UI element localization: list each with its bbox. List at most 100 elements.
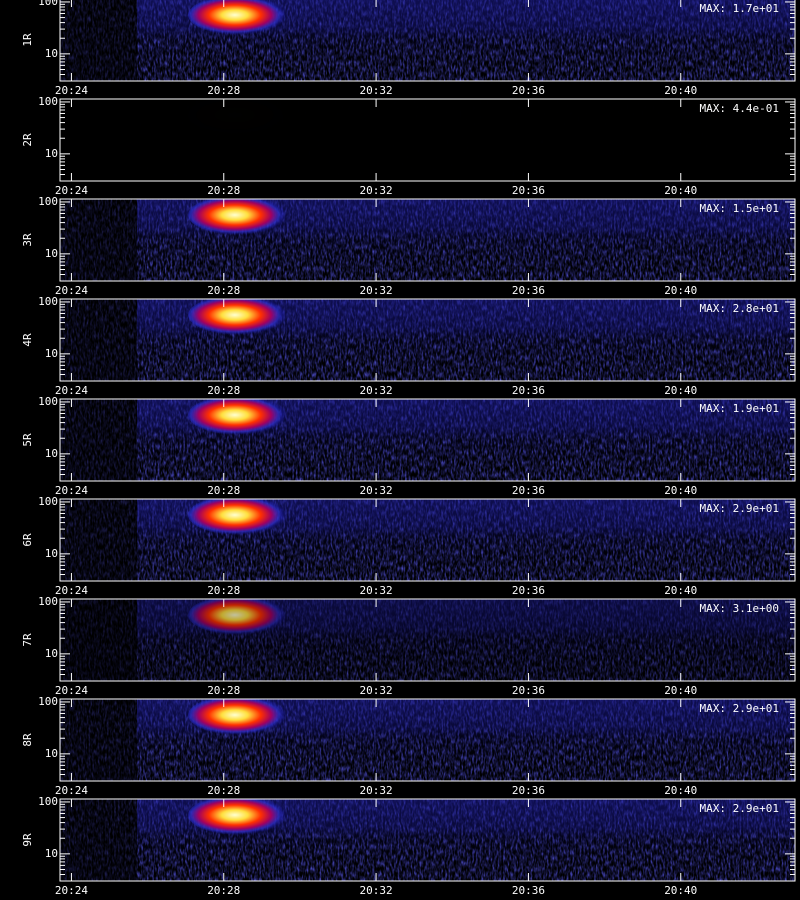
x-tick-label: 20:40 — [664, 684, 697, 697]
plot-frame — [59, 698, 796, 782]
max-annotation: MAX: 2.9e+01 — [700, 702, 779, 715]
max-annotation: MAX: 2.8e+01 — [700, 302, 779, 315]
y-tick-label: 10 — [45, 847, 58, 860]
spectrogram-image — [60, 199, 795, 281]
spectrogram-image — [60, 399, 795, 481]
y-axis-label: 9R — [21, 833, 34, 847]
x-tick-label: 20:36 — [512, 584, 545, 597]
plot-frame — [59, 498, 796, 582]
spectrogram-image — [60, 499, 795, 581]
y-tick-label: 100 — [38, 495, 58, 508]
panel: 10 100 20:24 20:28 20:32 20:36 20:40 1R MAX: 1.7… — [21, 0, 796, 97]
x-tick-label: 20:28 — [207, 84, 240, 97]
y-tick-label: 10 — [45, 647, 58, 660]
plot-frame — [59, 0, 796, 82]
max-annotation: MAX: 2.9e+01 — [700, 802, 779, 815]
plot-frame — [59, 198, 796, 282]
x-tick-label: 20:24 — [55, 384, 88, 397]
x-tick-label: 20:28 — [207, 684, 240, 697]
y-axis-label: 1R — [21, 33, 34, 47]
burst — [188, 0, 292, 35]
x-tick-label: 20:32 — [360, 284, 393, 297]
y-tick-label: 100 — [38, 0, 58, 8]
y-tick-label: 10 — [45, 47, 58, 60]
spectrogram-image — [60, 95, 795, 181]
x-tick-label: 20:28 — [207, 184, 240, 197]
y-tick-label: 100 — [38, 695, 58, 708]
y-axis-label: 6R — [21, 533, 34, 547]
x-tick-label: 20:28 — [207, 584, 240, 597]
burst — [188, 499, 292, 535]
noise-left — [60, 599, 137, 681]
x-tick-label: 20:24 — [55, 584, 88, 597]
panel: 10 100 20:24 20:28 20:32 20:36 20:40 8R MAX: 2.9… — [21, 695, 796, 797]
noise-left — [60, 199, 137, 281]
y-axis-label: 7R — [21, 633, 34, 647]
panel: 10 100 20:24 20:28 20:32 20:36 20:40 3R MAX: 1.5… — [21, 195, 796, 297]
x-tick-label: 20:36 — [512, 784, 545, 797]
y-tick-label: 100 — [38, 395, 58, 408]
noise-left — [60, 799, 137, 881]
x-tick-label: 20:32 — [360, 184, 393, 197]
x-tick-label: 20:24 — [55, 784, 88, 797]
x-tick-label: 20:40 — [664, 884, 697, 897]
y-tick-label: 10 — [45, 347, 58, 360]
x-tick-label: 20:36 — [512, 884, 545, 897]
noise-left — [60, 699, 137, 781]
x-tick-label: 20:24 — [55, 184, 88, 197]
y-axis-label: 4R — [21, 333, 34, 347]
max-annotation: MAX: 3.1e+00 — [700, 602, 779, 615]
burst — [188, 95, 292, 135]
panel: 10 100 20:24 20:28 20:32 20:36 20:40 4R MAX: 2.8… — [21, 295, 796, 397]
panel: 10 100 20:24 20:28 20:32 20:36 20:40 9R MAX: 2.9… — [21, 795, 796, 897]
x-tick-label: 20:36 — [512, 284, 545, 297]
burst — [188, 199, 292, 235]
panel: 10 100 20:24 20:28 20:32 20:36 20:40 2R MAX: 4.4… — [21, 95, 796, 197]
max-annotation: MAX: 1.9e+01 — [700, 402, 779, 415]
noise-left — [60, 499, 137, 581]
y-tick-label: 100 — [38, 295, 58, 308]
x-tick-label: 20:36 — [512, 684, 545, 697]
noise-left — [60, 99, 137, 181]
spectrogram-image — [60, 599, 795, 681]
max-annotation: MAX: 4.4e-01 — [700, 102, 779, 115]
noise-left — [60, 0, 137, 81]
y-axis-label: 8R — [21, 733, 34, 747]
max-annotation: MAX: 1.7e+01 — [700, 2, 779, 15]
spectrogram-image — [60, 699, 795, 781]
x-tick-label: 20:36 — [512, 184, 545, 197]
x-tick-label: 20:40 — [664, 384, 697, 397]
x-tick-label: 20:40 — [664, 584, 697, 597]
x-tick-label: 20:32 — [360, 584, 393, 597]
spectrogram-image — [60, 0, 795, 81]
x-tick-label: 20:32 — [360, 84, 393, 97]
panel: 10 100 20:24 20:28 20:32 20:36 20:40 6R MAX: 2.9… — [21, 495, 796, 597]
spectrogram-image — [60, 799, 795, 881]
x-tick-label: 20:32 — [360, 884, 393, 897]
x-tick-label: 20:36 — [512, 384, 545, 397]
y-tick-label: 10 — [45, 547, 58, 560]
max-annotation: MAX: 2.9e+01 — [700, 502, 779, 515]
y-tick-label: 100 — [38, 195, 58, 208]
y-axis-label: 2R — [21, 133, 34, 147]
x-tick-label: 20:40 — [664, 484, 697, 497]
plot-frame — [59, 598, 796, 682]
x-tick-label: 20:36 — [512, 84, 545, 97]
x-tick-label: 20:32 — [360, 384, 393, 397]
noise-left — [60, 399, 137, 481]
x-tick-label: 20:32 — [360, 784, 393, 797]
x-tick-label: 20:36 — [512, 484, 545, 497]
y-tick-label: 10 — [45, 147, 58, 160]
x-tick-label: 20:40 — [664, 784, 697, 797]
x-tick-label: 20:28 — [207, 384, 240, 397]
x-tick-label: 20:40 — [664, 284, 697, 297]
max-annotation: MAX: 1.5e+01 — [700, 202, 779, 215]
x-tick-label: 20:24 — [55, 84, 88, 97]
y-axis-label: 3R — [21, 233, 34, 247]
plot-frame — [59, 798, 796, 882]
y-tick-label: 10 — [45, 247, 58, 260]
plot-frame — [59, 98, 796, 182]
x-tick-label: 20:28 — [207, 784, 240, 797]
x-tick-label: 20:24 — [55, 684, 88, 697]
